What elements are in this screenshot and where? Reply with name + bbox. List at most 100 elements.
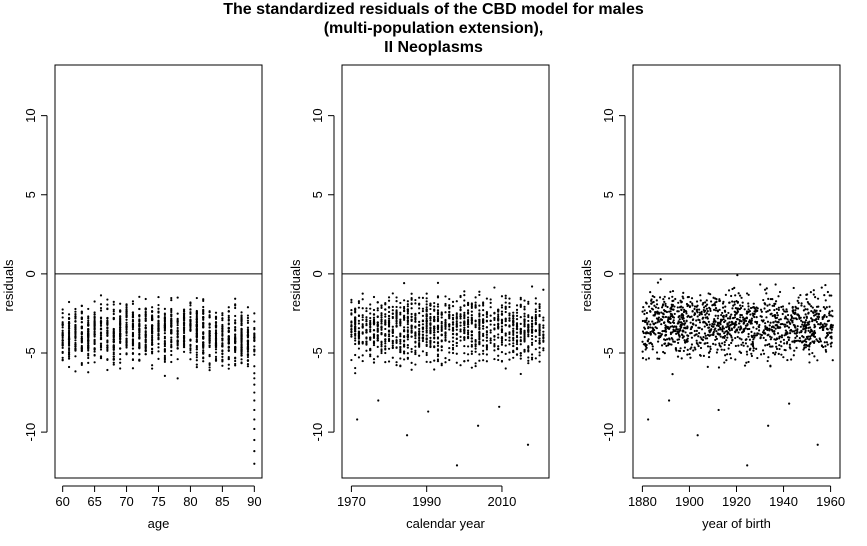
panel-3-data-point <box>722 335 725 339</box>
panel-3-data-point <box>702 354 706 357</box>
panel-3-data-point <box>752 334 755 337</box>
panel-3-data-point <box>780 336 784 339</box>
panel-2-data-point <box>538 323 541 326</box>
panel-2-data-point <box>395 346 398 349</box>
panel-2-data-point <box>384 361 387 364</box>
panel-2-data-point <box>448 313 451 316</box>
panel-3-data-point <box>745 350 748 353</box>
panel-2-data-point <box>519 354 522 357</box>
panel-3-data-point <box>773 304 776 307</box>
panel-2-data-point <box>387 321 391 324</box>
panel-2-data-point <box>354 308 357 311</box>
panel-2-data-point <box>354 329 357 333</box>
panel-3-data-point <box>649 323 652 326</box>
panel-2-data-point <box>530 328 534 331</box>
panel-1-data-point <box>195 324 198 327</box>
panel-2-data-point <box>410 350 413 353</box>
panel-2-data-point <box>376 334 379 337</box>
panel-3-data-point <box>813 319 816 322</box>
panel-2-data-point <box>414 345 417 348</box>
panel-3-data-point <box>772 351 775 355</box>
panel-2-data-point <box>350 301 353 304</box>
panel-3-data-point <box>823 293 826 297</box>
panel-1-data-point <box>221 337 224 340</box>
panel-2-data-point <box>523 337 526 340</box>
panel-1-data-point <box>176 317 179 320</box>
panel-3-data-point <box>683 346 687 349</box>
panel-3-data-point <box>681 295 684 298</box>
panel-1-extreme-point <box>253 427 256 431</box>
panel-2-data-point <box>372 316 376 319</box>
panel-2-data-point <box>444 295 447 298</box>
panel-2-data-point <box>527 314 530 317</box>
panel-1-data-point <box>61 333 64 336</box>
panel-2-data-point <box>489 306 492 309</box>
panel-2-data-point <box>380 348 383 351</box>
panel-3-data-point <box>773 353 777 356</box>
panel-2-data-point <box>523 305 526 308</box>
panel-2-extreme-point <box>498 405 501 408</box>
panel-1-x-tick-label: 80 <box>183 494 197 509</box>
panel-1-data-point <box>182 312 186 315</box>
panel-1-data-point <box>208 363 211 367</box>
panel-3-data-point <box>759 308 763 311</box>
panel-1-data-point <box>93 300 96 303</box>
panel-3-data-point <box>726 323 729 326</box>
panel-2-data-point <box>425 325 428 328</box>
panel-1-data-point <box>208 326 211 329</box>
panel-3-data-point <box>817 315 821 319</box>
panel-3-data-point <box>691 302 694 305</box>
panel-2-data-point <box>508 336 511 339</box>
panel-2-data-point <box>455 361 458 364</box>
panel-1-data-point <box>74 343 77 346</box>
panel-2-data-point <box>444 361 447 364</box>
panel-1-data-point <box>246 321 250 324</box>
panel-3-data-point <box>791 330 794 333</box>
panel-1-data-point <box>246 345 250 348</box>
panel-2-data-point <box>429 339 432 342</box>
panel-3-data-point <box>807 323 810 326</box>
panel-2-data-point <box>482 309 485 312</box>
panel-1-data-point <box>163 312 166 315</box>
panel-2-data-point <box>357 335 361 338</box>
panel-2-data-point <box>365 340 368 343</box>
panel-2-data-point <box>414 363 417 366</box>
panel-1-data-point <box>157 324 160 327</box>
panel-1-data-point <box>221 327 224 330</box>
panel-2-data-point <box>497 309 500 312</box>
panel-3-data-point <box>801 323 804 326</box>
panel-1-data-point <box>144 343 147 346</box>
panel-1-data-point <box>125 337 128 340</box>
panel-3-data-point <box>805 315 808 318</box>
panel-2-data-point <box>478 338 481 341</box>
panel-2-data-point <box>369 336 372 339</box>
panel-1-extreme-point <box>253 399 256 402</box>
panel-1-data-point <box>74 347 77 350</box>
panel-1-data-point <box>151 367 154 370</box>
panel-2-data-point <box>459 309 462 312</box>
panel-1-extreme-point <box>253 377 256 380</box>
panel-2-data-point <box>530 317 534 320</box>
panel-1-data-point <box>214 355 218 358</box>
panel-2-data-point <box>357 306 361 309</box>
panel-1-y-tick-label: 0 <box>23 270 38 277</box>
panel-2-data-point <box>425 353 428 357</box>
panel-2-data-point <box>448 351 451 354</box>
panel-3-data-point <box>786 332 789 335</box>
panel-1-data-point <box>163 320 166 323</box>
panel-1-data-point <box>163 340 166 343</box>
panel-3-data-point <box>830 294 833 297</box>
panel-1-data-point <box>144 338 147 341</box>
panel-2-data-point <box>387 339 391 343</box>
panel-2-data-point <box>357 341 361 344</box>
panel-2-data-point <box>463 320 466 323</box>
panel-3-data-point <box>654 326 657 329</box>
panel-2-data-point <box>440 349 443 352</box>
panel-1-data-point <box>138 333 141 337</box>
panel-1-data-point <box>119 319 122 322</box>
panel-3-data-point <box>796 329 799 333</box>
panel-1-data-point <box>170 317 173 320</box>
panel-3-data-point <box>649 310 652 313</box>
panel-3-data-point <box>651 327 655 330</box>
panel-3-data-point <box>735 318 739 321</box>
